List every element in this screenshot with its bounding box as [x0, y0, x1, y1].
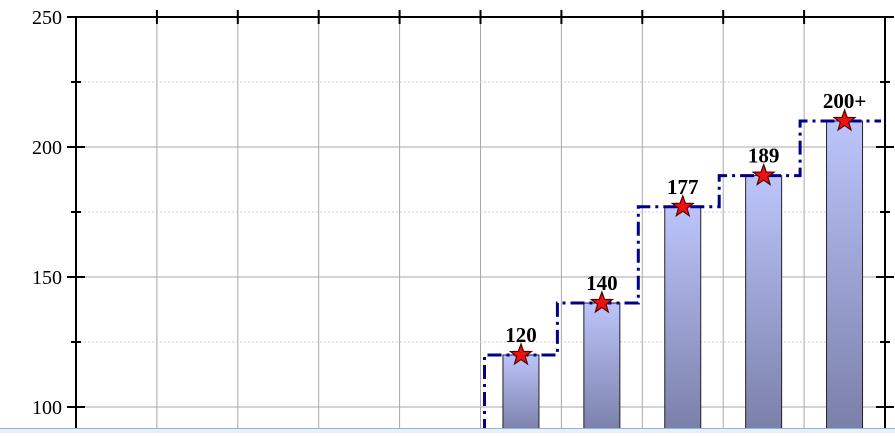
bottom-band-fill: [0, 428, 895, 433]
y-tick-label: 100: [32, 397, 62, 419]
step-line-path: [483, 119, 881, 433]
star-marker: [751, 162, 776, 186]
bottom-band: [0, 428, 895, 433]
data-label: 177: [667, 175, 699, 199]
step-line: [483, 119, 881, 433]
star-marker: [589, 290, 614, 314]
bar: [502, 354, 540, 434]
star-markers: [508, 108, 857, 366]
axes: 100 150 200 250: [32, 7, 894, 433]
data-label: 189: [748, 144, 780, 168]
y-tick-label: 150: [32, 267, 62, 289]
star-marker: [670, 194, 695, 218]
data-label: 140: [586, 271, 618, 295]
data-labels: 120 140 177 189 200+: [505, 89, 866, 347]
y-tick-label: 250: [32, 7, 62, 29]
bars: [502, 120, 864, 434]
y-tick-label: 200: [32, 137, 62, 159]
bar: [583, 302, 621, 434]
bar: [826, 120, 864, 434]
bar: [664, 206, 702, 434]
data-label: 200+: [823, 89, 866, 113]
star-marker: [508, 342, 534, 366]
data-label: 120: [505, 323, 537, 347]
star-marker: [832, 108, 857, 132]
bar: [745, 175, 783, 434]
